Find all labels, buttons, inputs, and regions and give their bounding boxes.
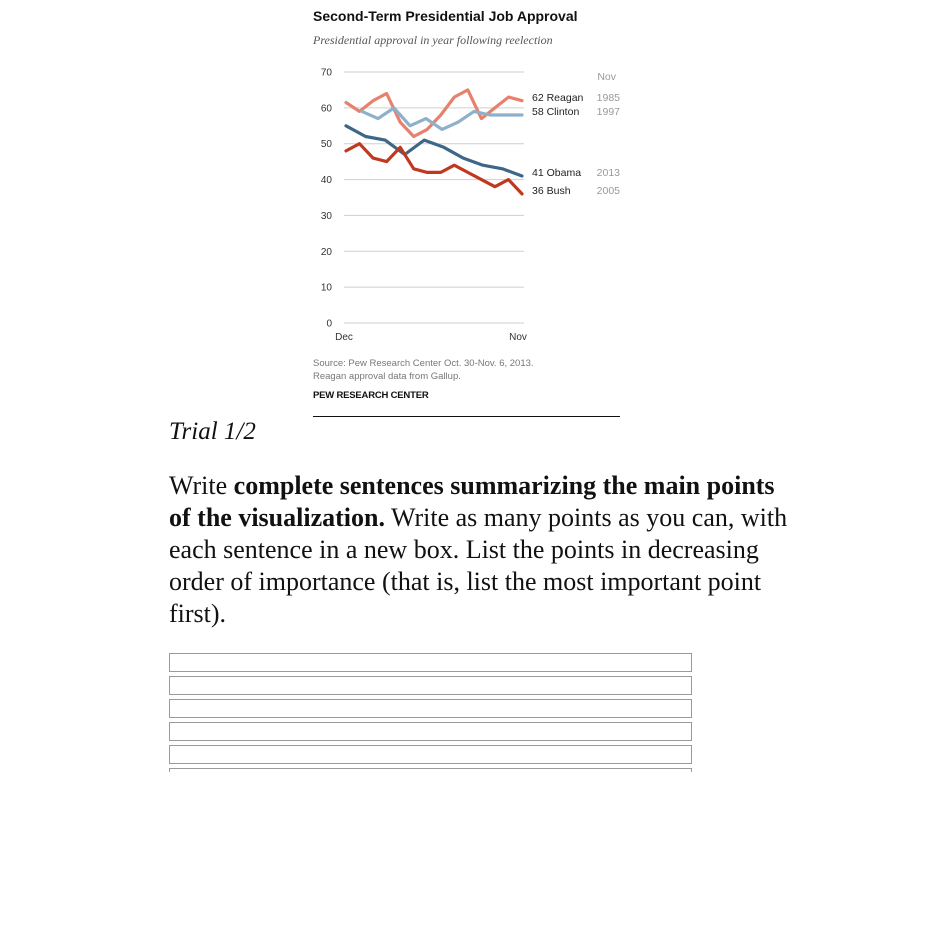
divider xyxy=(313,416,620,417)
line-chart: 0 10 20 30 40 50 60 70 Dec Nov Nov 62 Reagan 1985 58… xyxy=(321,68,620,344)
answer-input[interactable] xyxy=(169,722,692,741)
y-tick-label: 70 xyxy=(321,68,333,79)
chart-subtitle: Presidential approval in year following … xyxy=(313,33,553,47)
gridlines: 0 10 20 30 40 50 60 70 Dec Nov xyxy=(321,68,527,344)
y-tick-label: 20 xyxy=(321,247,333,258)
y-tick-label: 10 xyxy=(321,283,333,294)
x-tick-label: Nov xyxy=(509,332,527,343)
instructions-rest: Write as many points as you can, with ea… xyxy=(169,503,788,628)
answer-input[interactable] xyxy=(169,699,692,718)
series-lines xyxy=(344,88,524,196)
y-tick-label: 40 xyxy=(321,175,333,186)
x-tick-label: Dec xyxy=(335,332,353,343)
y-tick-label: 30 xyxy=(321,211,333,222)
series-line xyxy=(360,106,524,131)
series-year-label: 2005 xyxy=(597,185,621,197)
series-year-label: 2013 xyxy=(597,167,621,179)
answer-input[interactable] xyxy=(169,768,692,772)
y-tick-label: 0 xyxy=(326,319,332,330)
series-end-label: 41 Obama xyxy=(532,167,581,179)
answer-input[interactable] xyxy=(169,676,692,695)
series-line xyxy=(344,124,524,178)
chart-title: Second-Term Presidential Job Approval xyxy=(313,8,578,24)
instructions: Write complete sentences summarizing the… xyxy=(169,470,789,630)
source-line: Reagan approval data from Gallup. xyxy=(313,371,461,382)
series-labels: Nov 62 Reagan 1985 58 Clinton 1997 41 Obama 20… xyxy=(532,71,620,197)
brand-label: PEW RESEARCH CENTER xyxy=(313,390,429,401)
series-line xyxy=(344,88,524,139)
series-year-label: 1997 xyxy=(597,106,621,118)
chart-source: Source: Pew Research Center Oct. 30-Nov.… xyxy=(313,357,534,383)
instructions-lead: Write xyxy=(169,471,234,500)
series-end-label: 62 Reagan xyxy=(532,92,584,104)
series-end-label: 36 Bush xyxy=(532,185,571,197)
answer-list xyxy=(169,653,692,776)
source-line: Source: Pew Research Center Oct. 30-Nov.… xyxy=(313,358,534,369)
instructions-bold: complete sentences summarizing the main … xyxy=(169,471,775,532)
end-header-label: Nov xyxy=(597,71,616,83)
answer-input[interactable] xyxy=(169,653,692,672)
trial-label: Trial 1/2 xyxy=(169,418,256,445)
series-line xyxy=(344,142,524,196)
series-end-label: 58 Clinton xyxy=(532,106,579,118)
series-year-label: 1985 xyxy=(597,92,621,104)
answer-input[interactable] xyxy=(169,745,692,764)
y-tick-label: 50 xyxy=(321,139,333,150)
y-tick-label: 60 xyxy=(321,103,333,114)
